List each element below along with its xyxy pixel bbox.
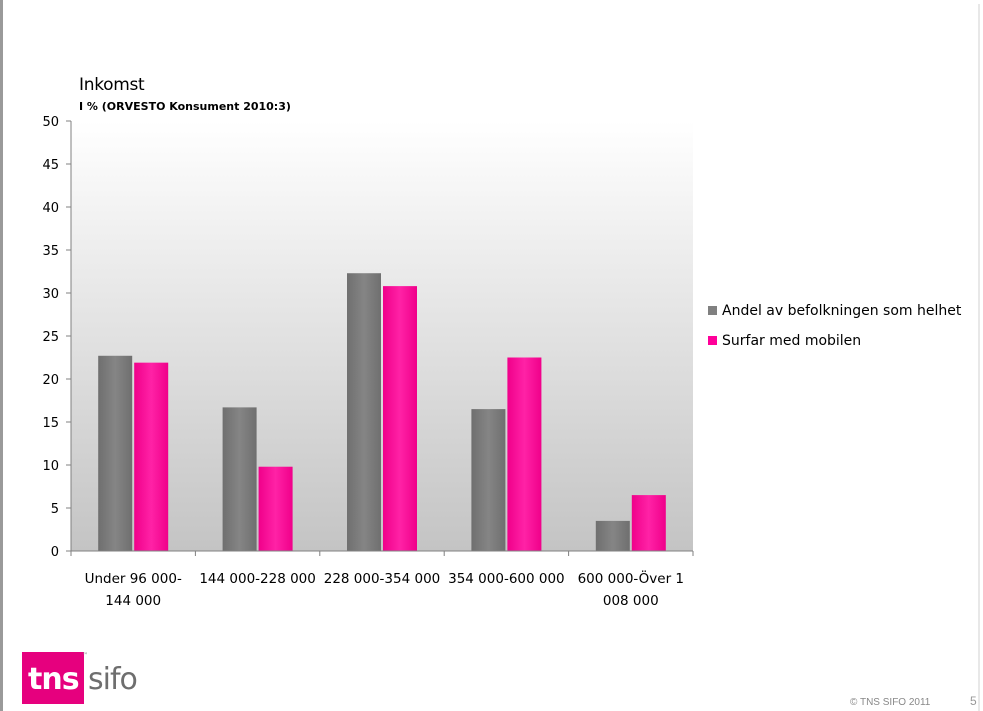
y-tick-label-50: 50 [42, 115, 59, 130]
plot-area [71, 121, 693, 551]
y-tick-label-5: 5 [51, 502, 59, 517]
legend-label-0: Andel av befolkningen som helhet [722, 303, 962, 319]
slide-left-border [0, 0, 3, 711]
y-tick-label-30: 30 [42, 287, 59, 302]
x-category-label-3: 354 000-600 000 [448, 571, 565, 587]
footer-page-number: 5 [970, 694, 977, 708]
bar-population-3 [471, 409, 506, 551]
x-category-label-1: 144 000-228 000 [199, 571, 316, 587]
bar-mobile-0 [134, 362, 169, 551]
legend-label-1: Surfar med mobilen [722, 333, 861, 349]
bar-population-2 [347, 273, 381, 551]
bar-mobile-2 [383, 286, 417, 551]
y-tick-label-0: 0 [51, 545, 59, 560]
x-category-label-2: 228 000-354 000 [324, 571, 441, 587]
chart-subtitle: I % (ORVESTO Konsument 2010:3) [79, 100, 291, 113]
y-tick-label-20: 20 [42, 373, 59, 388]
legend-swatch-0 [708, 306, 717, 315]
y-tick-label-45: 45 [42, 158, 59, 173]
bar-population-0 [98, 355, 133, 551]
x-category-label-0: Under 96 000-144 000 [85, 571, 182, 609]
y-tick-label-35: 35 [42, 244, 59, 259]
bar-population-1 [222, 407, 257, 551]
legend-swatch-1 [708, 336, 717, 345]
logo-trademark: ™ [82, 652, 88, 659]
y-tick-label-10: 10 [42, 459, 59, 474]
y-tick-label-15: 15 [42, 416, 59, 431]
tns-sifo-logo: tns ™ sifo [22, 652, 140, 704]
bar-population-4 [595, 520, 630, 551]
chart-title: Inkomst [79, 75, 145, 95]
logo-sifo-text: sifo [88, 662, 138, 697]
logo-tns-text: tns [28, 662, 80, 697]
footer-copyright: © TNS SIFO 2011 [850, 697, 931, 708]
x-category-label-4: 600 000-Över 1 008 000 [578, 569, 684, 609]
logo-pink-box [22, 652, 84, 704]
y-tick-label-25: 25 [42, 330, 59, 345]
bar-mobile-1 [258, 466, 293, 551]
bar-mobile-3 [507, 357, 542, 551]
bar-mobile-4 [631, 495, 666, 551]
y-tick-label-40: 40 [42, 201, 59, 216]
slide-right-border [978, 4, 980, 711]
